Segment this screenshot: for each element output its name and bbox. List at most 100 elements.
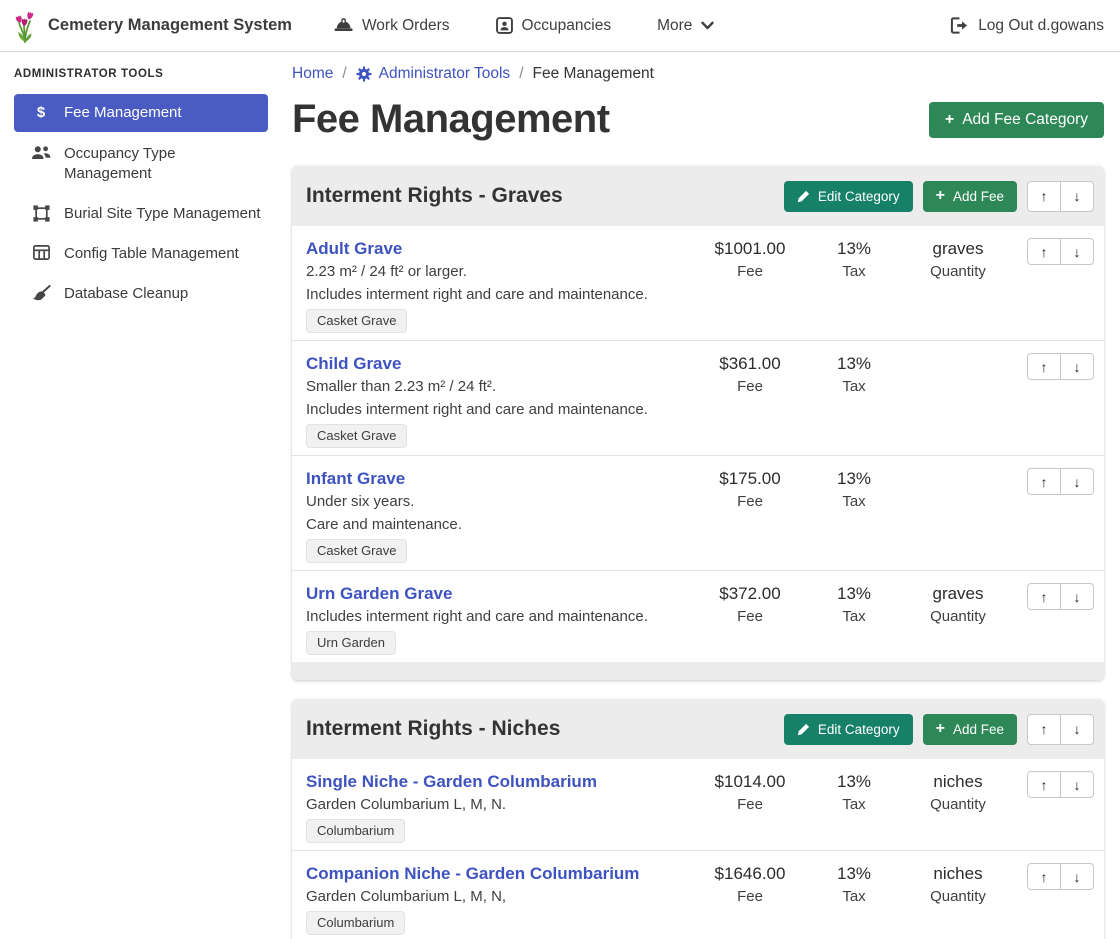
fee-amount-label: Fee: [695, 375, 805, 398]
pencil-icon: [797, 190, 810, 203]
fee-descriptions: Smaller than 2.23 m² / 24 ft².Includes i…: [306, 375, 685, 421]
table-icon: [30, 245, 52, 260]
move-fee-down-button[interactable]: ↓: [1060, 771, 1094, 798]
top-navbar: Cemetery Management System Work Orders: [0, 0, 1120, 52]
fee-quantity: graves: [903, 237, 1013, 260]
fee-descriptions: Includes interment right and care and ma…: [306, 605, 685, 628]
fee-description: Care and maintenance.: [306, 513, 685, 536]
fee-list: Single Niche - Garden Columbarium Garden…: [292, 759, 1104, 939]
fee-amount: $175.00: [695, 467, 805, 490]
fee-description: Garden Columbarium L, M, N,: [306, 885, 685, 908]
fee-row: Single Niche - Garden Columbarium Garden…: [292, 759, 1104, 850]
fee-row: Urn Garden Grave Includes interment righ…: [292, 570, 1104, 662]
breadcrumb: Home / Administrator Tool: [292, 65, 1104, 83]
up-arrow-icon: ↑: [1041, 475, 1048, 489]
fee-quantity-label: Quantity: [903, 885, 1013, 908]
users-icon: [30, 145, 52, 160]
fee-quantity: niches: [903, 770, 1013, 793]
fee-quantity-label: Quantity: [903, 605, 1013, 628]
category-reorder-controls: ↑ ↓: [1027, 714, 1094, 745]
nav-item-occupancies[interactable]: Occupancies: [496, 17, 612, 35]
fee-description: Includes interment right and care and ma…: [306, 283, 685, 306]
nav-label-occupancies: Occupancies: [522, 17, 612, 35]
add-fee-category-button[interactable]: + Add Fee Category: [929, 102, 1104, 138]
edit-category-button[interactable]: Edit Category: [784, 181, 913, 212]
fee-name-link[interactable]: Companion Niche - Garden Columbarium: [306, 862, 639, 885]
sidebar: ADMINISTRATOR TOOLS $ Fee Management Occ…: [0, 52, 280, 939]
add-fee-label: Add Fee: [953, 189, 1004, 204]
fee-type-badge: Columbarium: [306, 911, 405, 935]
sidebar-item-burial-site-type-management[interactable]: Burial Site Type Management: [14, 196, 268, 232]
category-header: Interment Rights - Niches Edit Category …: [292, 699, 1104, 759]
move-fee-up-button[interactable]: ↑: [1027, 771, 1061, 798]
move-fee-down-button[interactable]: ↓: [1060, 863, 1094, 890]
add-fee-button[interactable]: + Add Fee: [923, 181, 1017, 212]
move-category-down-button[interactable]: ↓: [1060, 714, 1094, 745]
fee-tax: 13%: [805, 582, 903, 605]
move-category-up-button[interactable]: ↑: [1027, 181, 1061, 212]
add-fee-category-label: Add Fee Category: [962, 111, 1088, 129]
move-category-down-button[interactable]: ↓: [1060, 181, 1094, 212]
fee-name-link[interactable]: Adult Grave: [306, 237, 402, 260]
fee-name-link[interactable]: Urn Garden Grave: [306, 582, 452, 605]
fee-tax-label: Tax: [805, 605, 903, 628]
breadcrumb-home-link[interactable]: Home: [292, 65, 333, 83]
sidebar-item-label: Database Cleanup: [64, 284, 188, 304]
sidebar-item-config-table-management[interactable]: Config Table Management: [14, 236, 268, 272]
fee-type-badge: Urn Garden: [306, 631, 396, 655]
fee-name-link[interactable]: Single Niche - Garden Columbarium: [306, 770, 597, 793]
down-arrow-icon: ↓: [1074, 722, 1081, 736]
fee-category-card: Interment Rights - Niches Edit Category …: [292, 699, 1104, 939]
id-badge-icon: [496, 17, 513, 34]
fee-tax-label: Tax: [805, 375, 903, 398]
move-fee-down-button[interactable]: ↓: [1060, 353, 1094, 380]
down-arrow-icon: ↓: [1074, 245, 1081, 259]
nav-label-more: More: [657, 17, 692, 35]
sidebar-item-database-cleanup[interactable]: Database Cleanup: [14, 276, 268, 312]
move-fee-up-button[interactable]: ↑: [1027, 863, 1061, 890]
move-fee-down-button[interactable]: ↓: [1060, 468, 1094, 495]
down-arrow-icon: ↓: [1074, 778, 1081, 792]
move-fee-up-button[interactable]: ↑: [1027, 583, 1061, 610]
fee-amount: $361.00: [695, 352, 805, 375]
breadcrumb-separator: /: [519, 65, 523, 83]
tulip-logo-icon: [12, 8, 38, 44]
fee-description: Smaller than 2.23 m² / 24 ft².: [306, 375, 685, 398]
fee-description: Includes interment right and care and ma…: [306, 605, 685, 628]
breadcrumb-section-label: Administrator Tools: [379, 65, 511, 83]
fee-amount: $372.00: [695, 582, 805, 605]
breadcrumb-admin-tools-link[interactable]: Administrator Tools: [356, 65, 511, 83]
fee-name-link[interactable]: Infant Grave: [306, 467, 405, 490]
fee-name-link[interactable]: Child Grave: [306, 352, 401, 375]
logout-button[interactable]: Log Out d.gowans: [950, 17, 1104, 35]
hard-hat-icon: [334, 18, 353, 33]
sidebar-item-label: Fee Management: [64, 103, 182, 123]
add-fee-button[interactable]: + Add Fee: [923, 714, 1017, 745]
gear-icon: [356, 66, 372, 82]
move-fee-up-button[interactable]: ↑: [1027, 353, 1061, 380]
plus-icon: +: [936, 190, 945, 202]
vector-square-icon: [30, 205, 52, 222]
move-fee-up-button[interactable]: ↑: [1027, 238, 1061, 265]
move-fee-up-button[interactable]: ↑: [1027, 468, 1061, 495]
edit-category-button[interactable]: Edit Category: [784, 714, 913, 745]
sidebar-heading: ADMINISTRATOR TOOLS: [14, 68, 268, 80]
nav-item-more[interactable]: More: [657, 17, 714, 35]
move-fee-down-button[interactable]: ↓: [1060, 238, 1094, 265]
app-title: Cemetery Management System: [48, 16, 292, 35]
sidebar-item-fee-management[interactable]: $ Fee Management: [14, 94, 268, 132]
fee-descriptions: Garden Columbarium L, M, N.: [306, 793, 685, 816]
pencil-icon: [797, 723, 810, 736]
fee-category-card: Interment Rights - Graves Edit Category …: [292, 166, 1104, 680]
sidebar-item-occupancy-type-management[interactable]: Occupancy Type Management: [14, 136, 268, 192]
fee-type-badge: Casket Grave: [306, 424, 407, 448]
move-fee-down-button[interactable]: ↓: [1060, 583, 1094, 610]
move-category-up-button[interactable]: ↑: [1027, 714, 1061, 745]
down-arrow-icon: ↓: [1074, 590, 1081, 604]
fee-tax: 13%: [805, 770, 903, 793]
fee-tax-label: Tax: [805, 793, 903, 816]
fee-quantity: graves: [903, 582, 1013, 605]
sidebar-item-label: Occupancy Type Management: [64, 144, 262, 184]
down-arrow-icon: ↓: [1074, 189, 1081, 203]
nav-item-work-orders[interactable]: Work Orders: [334, 17, 450, 35]
